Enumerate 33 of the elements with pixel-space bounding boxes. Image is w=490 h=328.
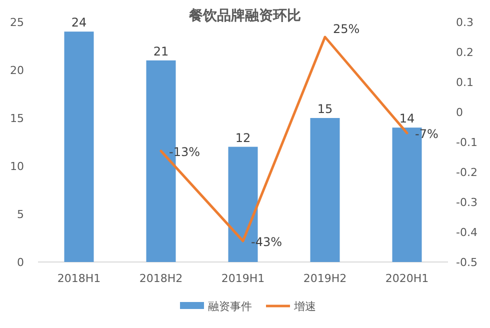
y-tick-label: 0 — [17, 256, 24, 269]
x-tick-label: 2018H1 — [57, 272, 101, 285]
y2-tick-label: 0.3 — [456, 16, 474, 29]
data-label: 25% — [333, 22, 360, 36]
x-tick-label: 2020H1 — [385, 272, 429, 285]
chart-title: 餐饮品牌融资环比 — [188, 8, 301, 24]
y2-tick-label: -0.4 — [456, 226, 478, 239]
y-tick-label: 20 — [10, 64, 24, 77]
data-label: 15 — [317, 102, 333, 116]
y-tick-label: 25 — [10, 16, 24, 29]
y2-tick-label: -0.1 — [456, 136, 478, 149]
y2-tick-label: -0.2 — [456, 166, 478, 179]
bar — [310, 118, 340, 262]
data-label: 24 — [71, 16, 87, 30]
y2-tick-label: -0.3 — [456, 196, 478, 209]
y2-tick-label: 0 — [456, 106, 463, 119]
x-tick-label: 2019H2 — [303, 272, 347, 285]
x-tick-label: 2018H2 — [139, 272, 183, 285]
data-label: 12 — [235, 130, 251, 145]
x-tick-label: 2019H1 — [221, 272, 265, 285]
bar — [64, 32, 94, 262]
legend: 融资事件 — [180, 300, 252, 313]
data-label: 21 — [153, 44, 169, 58]
y2-tick-label: 0.1 — [456, 76, 474, 89]
y2-tick-label: -0.5 — [456, 256, 478, 269]
y-tick-label: 15 — [10, 112, 24, 125]
legend-label: 增速 — [293, 300, 316, 313]
y-tick-label: 5 — [17, 208, 24, 221]
data-label: 14 — [399, 112, 415, 126]
legend-label: 融资事件 — [208, 300, 252, 313]
y-tick-label: 10 — [10, 160, 24, 173]
y2-tick-label: 0.2 — [456, 46, 474, 59]
legend: 增速 — [266, 300, 316, 313]
